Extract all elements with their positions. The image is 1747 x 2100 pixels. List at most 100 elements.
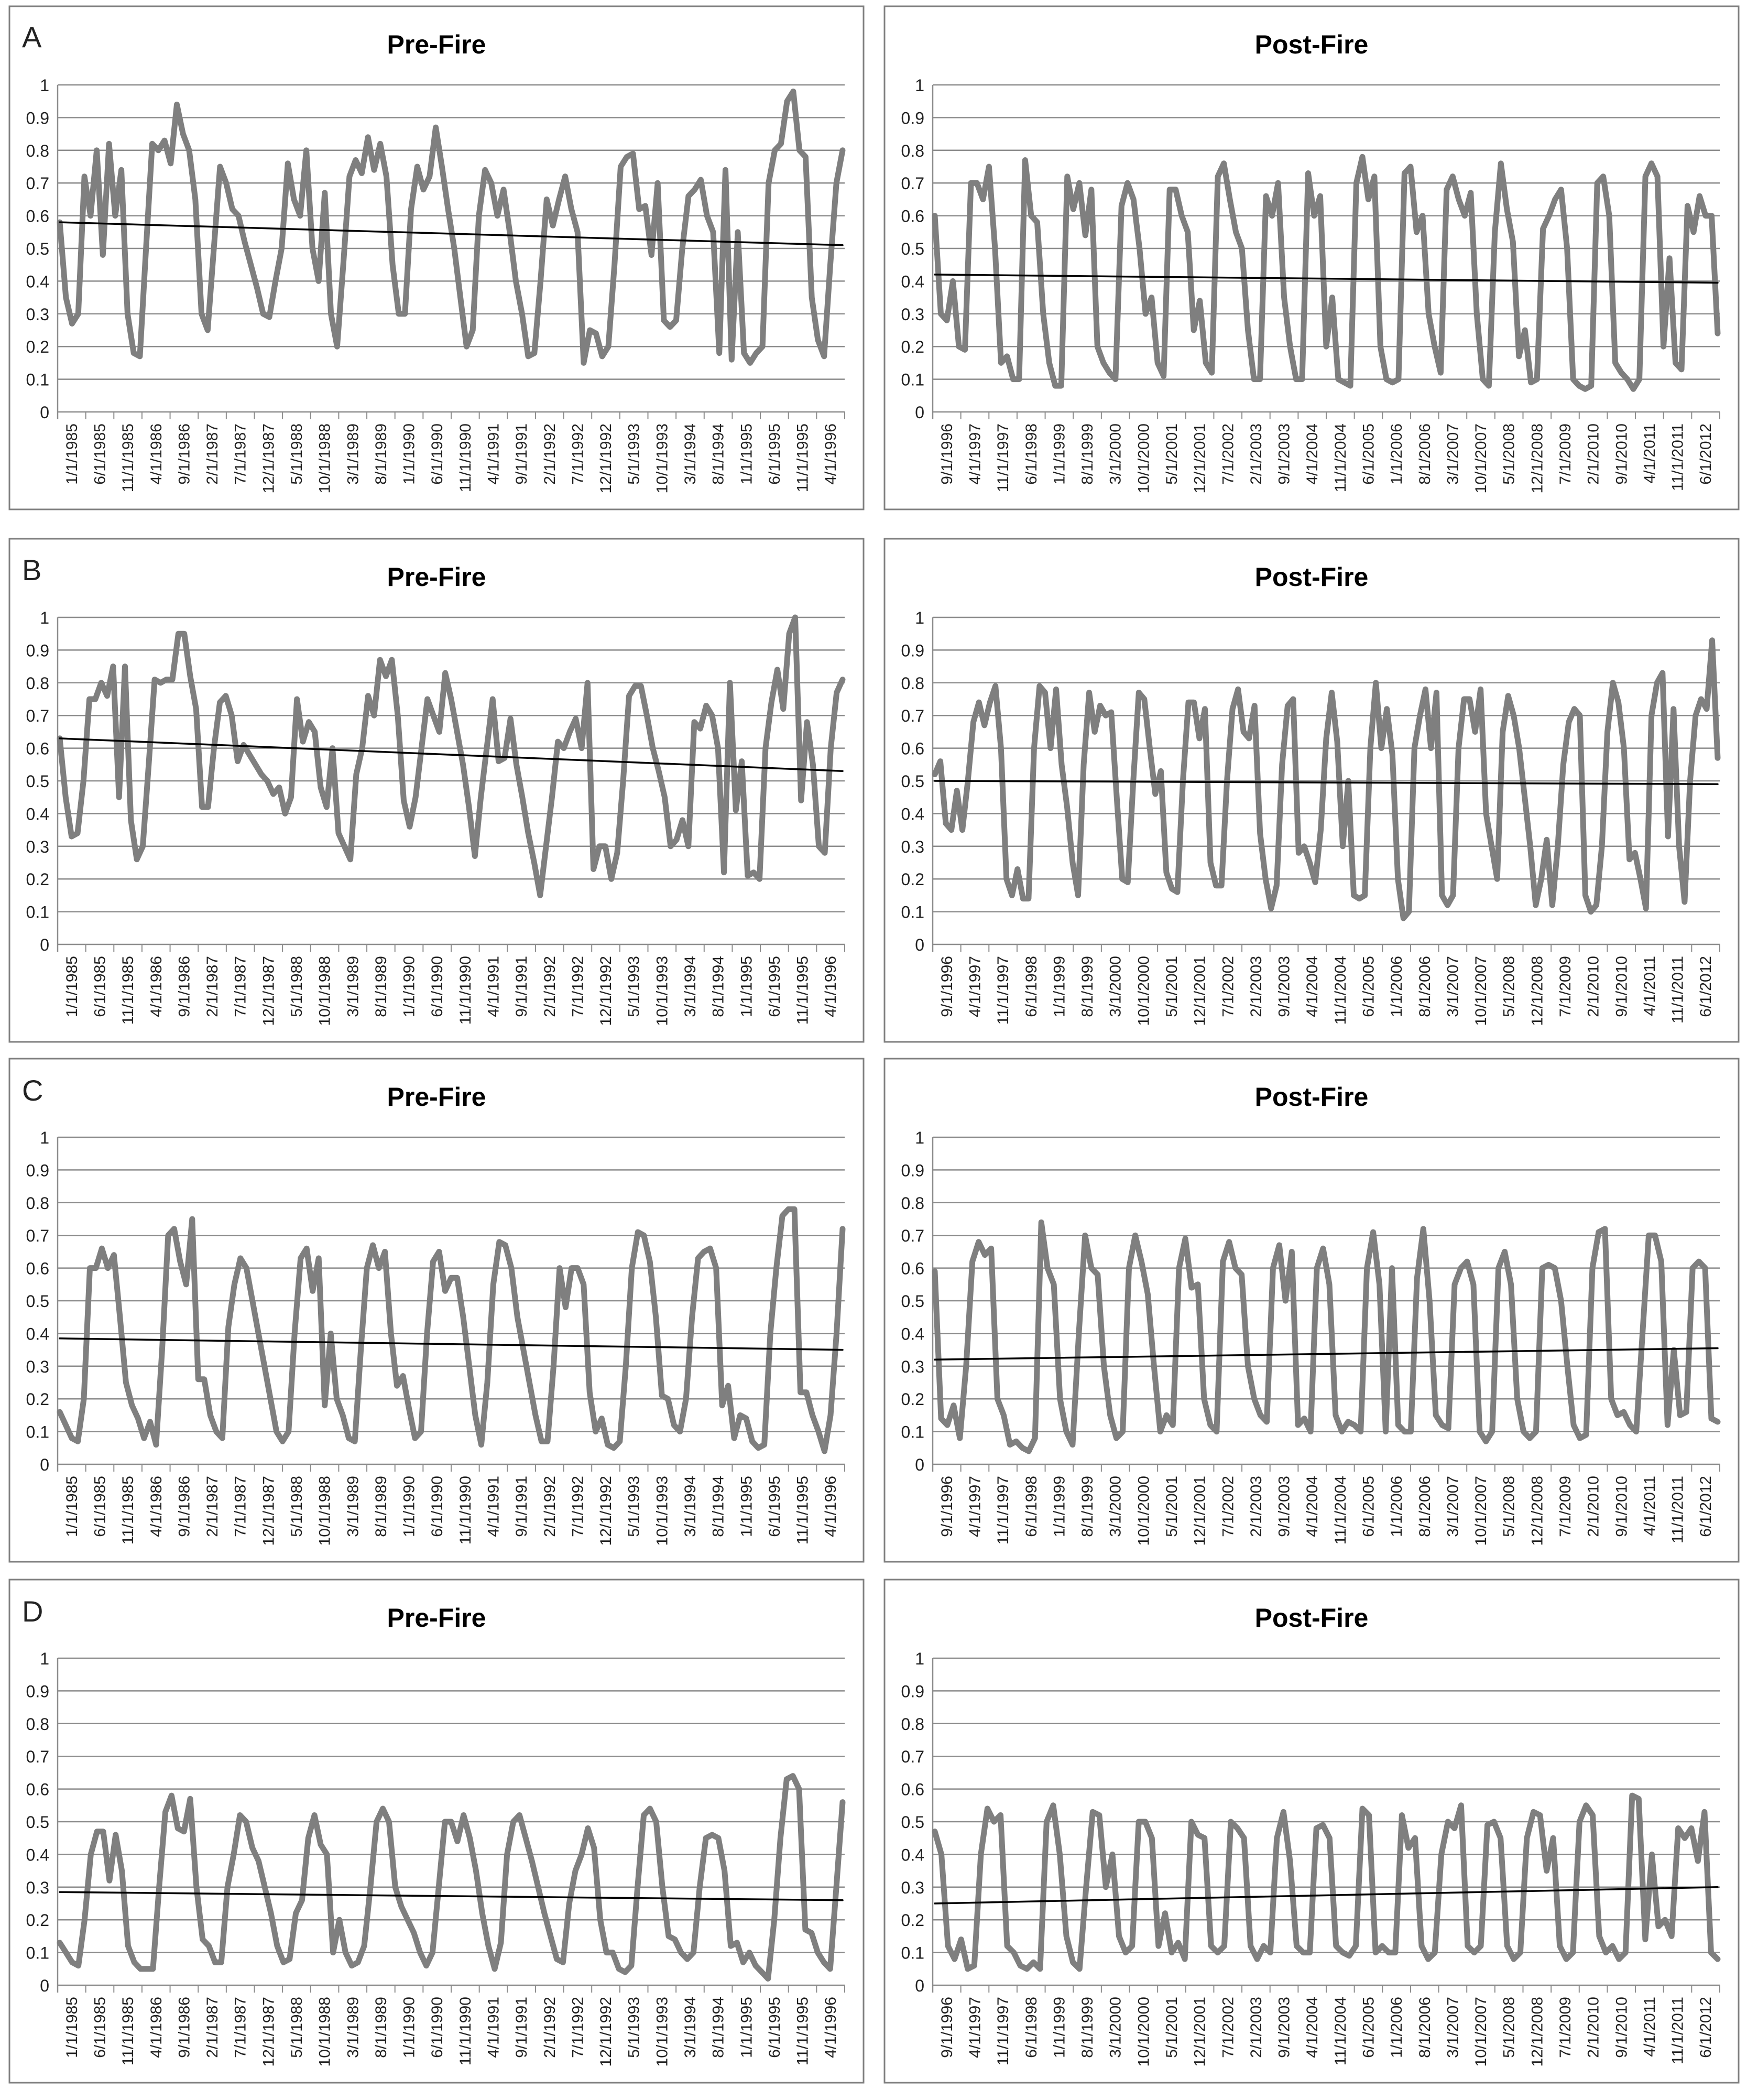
x-tick-label: 6/1/1995	[766, 423, 783, 485]
y-tick-label: 0	[915, 935, 924, 954]
x-tick-label: 1/1/1999	[1051, 956, 1068, 1017]
x-tick-label: 12/1/2001	[1192, 1997, 1209, 2066]
x-tick-label: 10/1/2007	[1472, 1997, 1490, 2066]
x-tick-label: 1/1/1990	[401, 423, 418, 485]
x-tick-label: 12/1/1987	[260, 956, 277, 1026]
x-tick-label: 8/1/2006	[1416, 423, 1434, 485]
row-label-a: A	[22, 20, 42, 53]
x-tick-label: 1/1/1985	[63, 423, 81, 485]
y-tick-label: 1	[915, 608, 924, 627]
x-tick-label: 3/1/1994	[682, 1997, 699, 2058]
x-tick-label: 2/1/2003	[1248, 423, 1265, 485]
x-tick-label: 6/1/1995	[766, 1997, 783, 2058]
x-tick-label: 2/1/2003	[1248, 1476, 1265, 1537]
x-tick-label: 1/1/1995	[738, 1476, 755, 1537]
x-tick-label: 6/1/1990	[429, 1997, 446, 2058]
row-label-b: B	[22, 553, 42, 586]
x-tick-label: 3/1/2000	[1107, 423, 1124, 485]
x-tick-label: 4/1/1997	[966, 956, 984, 1017]
x-tick-label: 10/1/1988	[316, 1476, 334, 1546]
chart-frame	[8, 1058, 865, 1563]
x-tick-label: 4/1/1997	[966, 423, 984, 485]
x-tick-label: 2/1/2003	[1248, 956, 1265, 1017]
x-tick-label: 9/1/1986	[176, 423, 193, 485]
x-tick-label: 12/1/2001	[1192, 956, 1209, 1026]
trend-line	[59, 221, 844, 246]
x-tick-label: 11/1/2011	[1669, 956, 1687, 1024]
y-tick-label: 0.4	[901, 804, 924, 823]
y-tick-label: 0.4	[26, 804, 49, 823]
x-tick-label: 5/1/2008	[1501, 423, 1518, 485]
y-tick-label: 0.6	[901, 1259, 924, 1278]
y-tick-label: 0.5	[26, 1813, 49, 1832]
x-tick-label: 3/1/2000	[1107, 1476, 1124, 1537]
x-tick-label: 10/1/2000	[1135, 956, 1152, 1026]
x-tick-label: 2/1/1987	[204, 956, 221, 1017]
x-tick-label: 9/1/2003	[1276, 1997, 1293, 2058]
x-tick-label: 9/1/1996	[938, 1476, 956, 1537]
y-tick-label: 0.5	[901, 1292, 924, 1311]
x-tick-label: 9/1/1986	[176, 1997, 193, 2058]
x-tick-label: 12/1/1992	[597, 1997, 615, 2066]
x-tick-label: 1/1/1985	[63, 1997, 81, 2058]
chart-frame	[883, 1058, 1740, 1563]
x-tick-label: 11/1/1990	[457, 1476, 474, 1544]
x-tick-label: 1/1/1995	[738, 423, 755, 485]
x-tick-label: 8/1/1994	[710, 1476, 727, 1537]
x-tick-label: 9/1/1996	[938, 423, 956, 485]
y-tick-label: 0	[40, 1455, 49, 1474]
x-tick-label: 1/1/1985	[63, 1476, 81, 1537]
x-tick-label: 8/1/1989	[373, 956, 390, 1017]
y-tick-label: 0.2	[26, 1911, 49, 1930]
y-tick-label: 0.1	[901, 1423, 924, 1442]
x-tick-label: 6/1/1998	[1023, 956, 1040, 1017]
x-tick-label: 1/1/2006	[1388, 956, 1405, 1017]
y-tick-label: 1	[40, 76, 49, 95]
y-tick-label: 0.2	[901, 1911, 924, 1930]
x-tick-label: 3/1/2000	[1107, 1997, 1124, 2058]
x-tick-label: 2/1/1992	[541, 956, 559, 1017]
x-tick-label: 5/1/1988	[288, 1997, 305, 2058]
y-tick-label: 0.7	[901, 174, 924, 193]
x-tick-label: 3/1/1989	[344, 1997, 362, 2058]
y-tick-label: 0.5	[901, 240, 924, 258]
y-tick-label: 0.7	[901, 1747, 924, 1766]
y-tick-label: 0.3	[26, 1357, 49, 1376]
y-tick-label: 0.5	[26, 772, 49, 791]
y-tick-label: 0.6	[901, 1780, 924, 1799]
x-tick-label: 7/1/1987	[232, 423, 249, 485]
x-tick-label: 6/1/1998	[1023, 1476, 1040, 1537]
x-tick-label: 6/1/1995	[766, 1476, 783, 1537]
x-tick-label: 4/1/1986	[148, 956, 165, 1017]
x-tick-label: 7/1/1992	[569, 423, 586, 485]
x-tick-label: 6/1/2005	[1360, 1997, 1377, 2058]
x-tick-label: 9/1/1991	[513, 1997, 530, 2058]
x-tick-label: 8/1/1999	[1079, 956, 1096, 1017]
x-tick-label: 4/1/1996	[822, 423, 839, 485]
data-series-line	[932, 1792, 1721, 1972]
x-tick-label: 12/1/2008	[1528, 1997, 1546, 2066]
x-tick-label: 4/1/2011	[1641, 956, 1658, 1016]
x-tick-label: 7/1/1987	[232, 1476, 249, 1537]
x-tick-label: 4/1/1997	[966, 1997, 984, 2058]
x-tick-label: 12/1/2008	[1528, 423, 1546, 493]
x-tick-label: 8/1/2006	[1416, 1997, 1434, 2058]
y-tick-label: 0.2	[901, 1390, 924, 1409]
y-tick-label: 0.9	[901, 1161, 924, 1180]
x-tick-label: 12/1/2008	[1528, 956, 1546, 1026]
y-tick-label: 1	[915, 1128, 924, 1147]
trend-line	[934, 1886, 1719, 1905]
x-tick-label: 7/1/1992	[569, 1997, 586, 2058]
y-tick-label: 0.8	[901, 1194, 924, 1213]
y-tick-label: 0.6	[901, 207, 924, 226]
x-tick-label: 11/1/1995	[794, 956, 812, 1025]
x-tick-label: 10/1/1993	[653, 956, 671, 1026]
x-tick-label: 8/1/2006	[1416, 1476, 1434, 1537]
x-tick-label: 1/1/2006	[1388, 423, 1405, 485]
x-tick-label: 5/1/1993	[626, 1476, 643, 1537]
x-tick-label: 12/1/1992	[597, 423, 615, 493]
x-tick-label: 4/1/2004	[1304, 1997, 1321, 2058]
y-tick-label: 0.7	[26, 1747, 49, 1766]
x-tick-label: 9/1/2003	[1276, 956, 1293, 1017]
x-tick-label: 11/1/2004	[1332, 956, 1349, 1025]
